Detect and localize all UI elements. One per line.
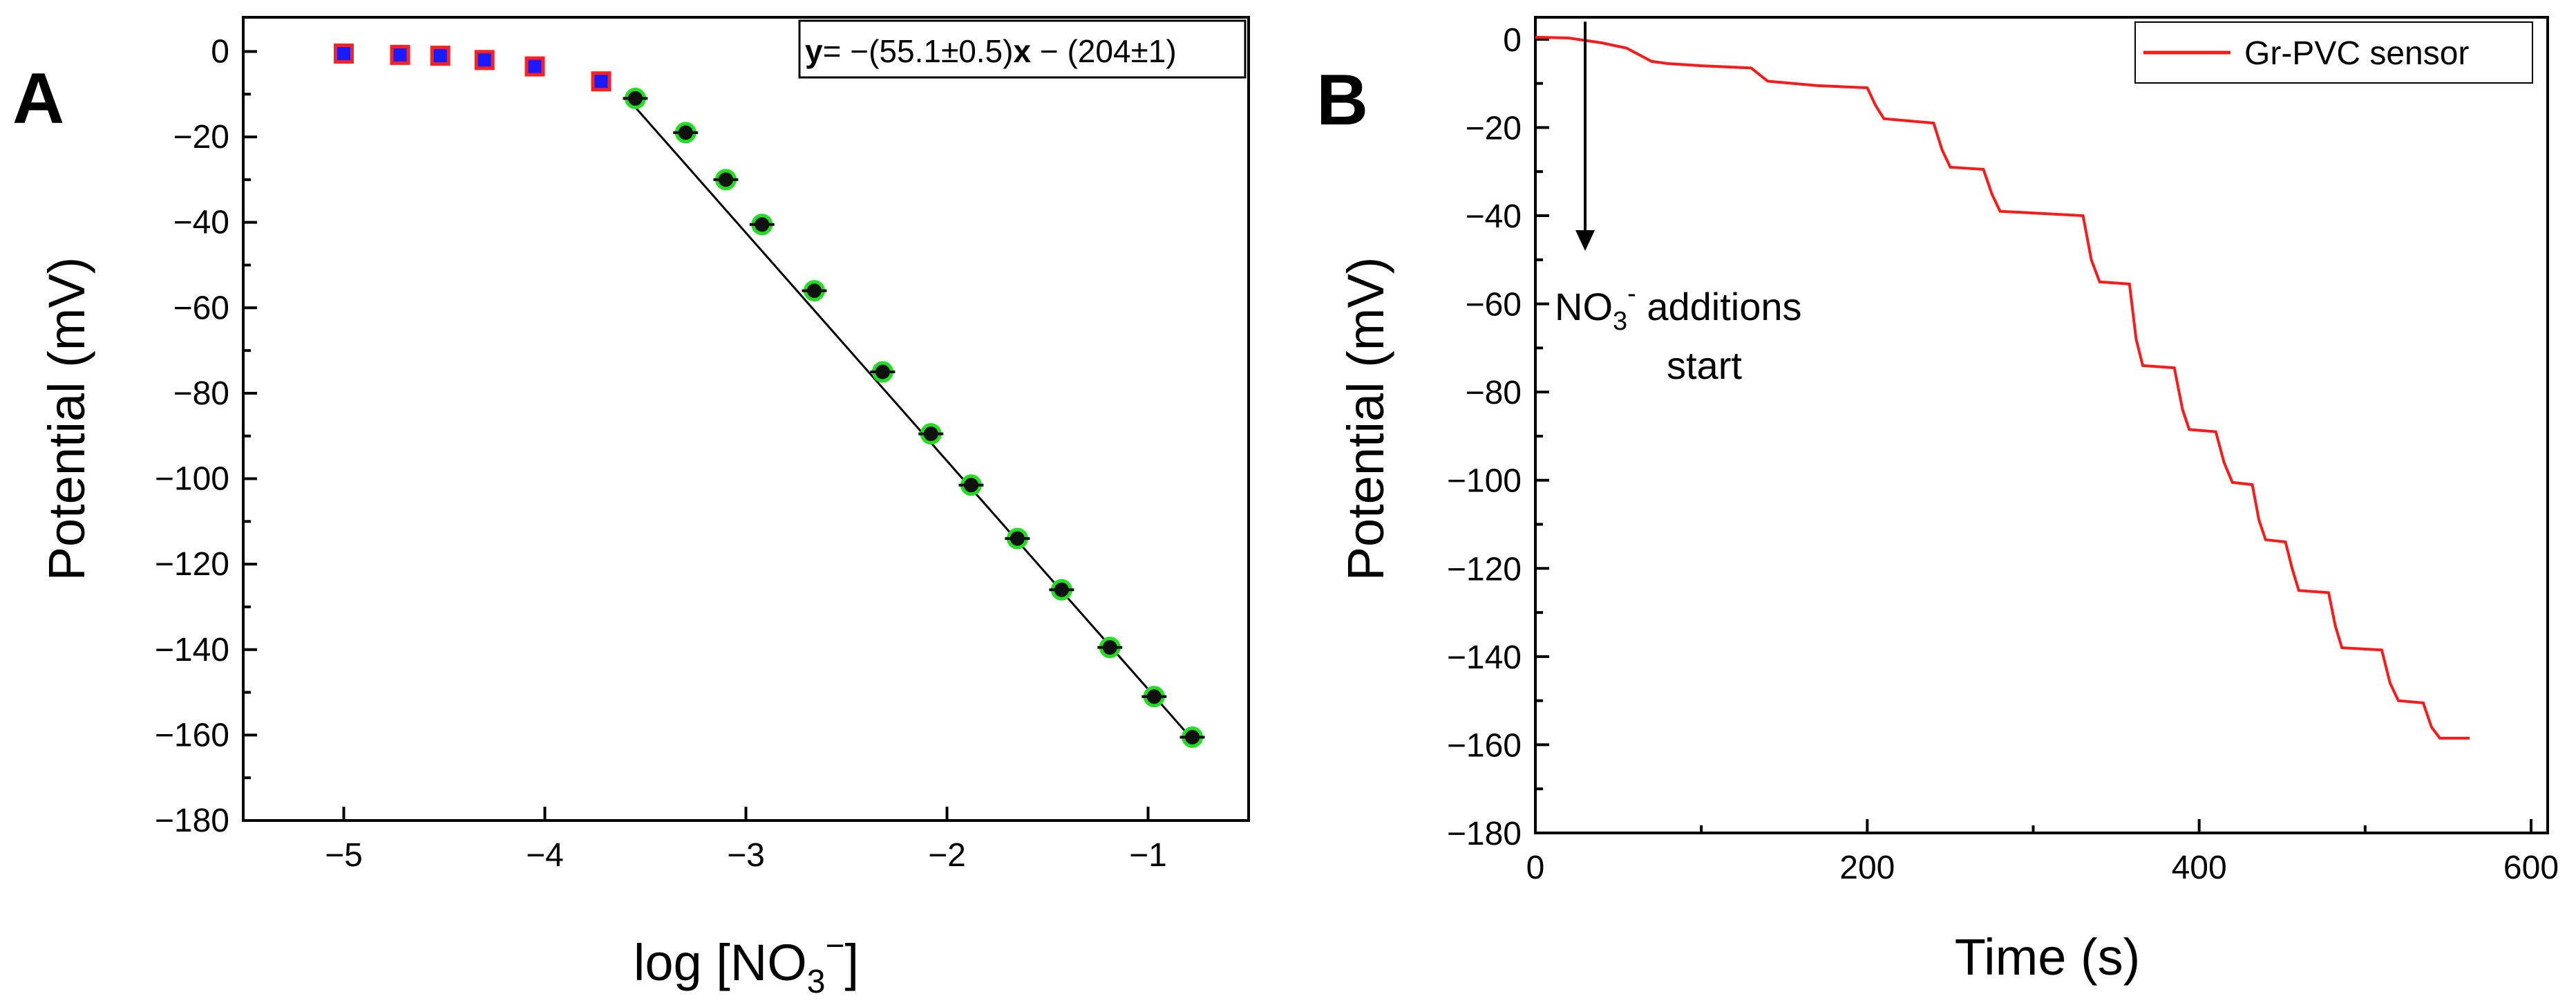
panel-a-y-tick-label: −60: [173, 290, 229, 326]
panel-a-x-tick-label: −1: [1129, 837, 1167, 874]
panel-b-y-tick-label: −160: [1447, 727, 1522, 764]
equation-box-frame: [798, 19, 1247, 79]
panel-b-y-tick-label: −140: [1447, 639, 1522, 676]
panel-b-plot: 0 −20 −40 −60 −80 −100 −120 −140 −160 −180 0 200 40…: [1337, 16, 2559, 986]
panel-a-x-tick-label: −3: [727, 837, 765, 874]
annotation-line-1: NO3- additions: [1555, 279, 1802, 336]
panel-a-y-tick-label: −140: [155, 632, 229, 668]
panel-b-y-tick-label: −20: [1466, 110, 1522, 147]
panel-label-b: B: [1316, 60, 1368, 140]
panel-a-square-marker: [524, 56, 545, 77]
panel-b-frame: [1534, 16, 2549, 834]
panel-a-y-tick-label: 0: [211, 33, 229, 70]
panel-a-y-tick-label: −180: [155, 803, 229, 839]
panel-b-x-tick-label: 200: [1839, 850, 1895, 886]
panel-a-equation-box: y= −(55.1±0.5)x − (204±1): [798, 19, 1247, 79]
panel-a-x-axis-title: log [NO3−]: [634, 928, 859, 1000]
panel-b-x-tick-label: 0: [1526, 850, 1545, 886]
panel-a-y-tick-label: −20: [173, 119, 229, 156]
panel-a-square-marker: [430, 46, 451, 66]
panel-a-y-tick-label: −100: [155, 461, 229, 498]
panel-b-x-tick-label: 600: [2503, 850, 2559, 886]
panel-a-y-axis-title: Potential (mV): [38, 257, 95, 581]
panel-b-x-ticks: 0 200 400 600: [1526, 819, 2559, 886]
panel-b-y-tick-label: −180: [1447, 816, 1522, 852]
equation-end: − (204±1): [1031, 33, 1177, 69]
panel-a-plot: 0 −20 −40 −60 −80 −100 −120 −140 −160 −180 −5 −4 −3…: [38, 16, 1250, 1000]
panel-a-x-tick-label: −5: [325, 837, 363, 874]
panel-label-a: A: [12, 59, 64, 139]
panel-b-y-tick-label: 0: [1503, 22, 1522, 59]
panel-b-y-tick-label: −100: [1447, 463, 1522, 500]
panel-a-square-marker: [390, 44, 410, 65]
annot-suffix: additions: [1636, 285, 1802, 328]
panel-b-x-axis-title: Time (s): [1955, 928, 2141, 986]
panel-a-x-ticks: −5 −4 −3 −2 −1: [325, 807, 1167, 874]
x-title-main: log [NO: [634, 934, 807, 991]
annot-sub: 3: [1613, 307, 1627, 336]
equation-text: y= −(55.1±0.5)x − (204±1): [805, 33, 1177, 69]
panel-b-y-tick-label: −60: [1466, 287, 1522, 324]
equation-x: x: [1013, 33, 1031, 69]
panel-a-square-marker: [591, 71, 612, 92]
panel-a-y-ticks: 0 −20 −40 −60 −80 −100 −120 −140 −160 −180: [155, 33, 257, 839]
equation-mid: = −(55.1±0.5): [823, 33, 1014, 69]
panel-a-square-marker: [474, 50, 495, 71]
x-title-end: ]: [845, 934, 860, 991]
panel-b-annotation: NO3- additions start: [1555, 21, 1802, 387]
panel-a-data-points: [334, 44, 1205, 748]
panel-a-square-marker: [334, 44, 354, 64]
annotation-line-2: start: [1667, 344, 1742, 387]
panel-a-y-tick-label: −40: [173, 205, 229, 241]
annotation-arrowhead: [1575, 230, 1595, 252]
panel-a-y-tick-label: −120: [155, 546, 229, 583]
panel-b-y-axis-title: Potential (mV): [1337, 257, 1394, 581]
panel-a-frame: [242, 16, 1250, 822]
panel-a-x-tick-label: −4: [526, 837, 564, 874]
equation-y: y: [805, 33, 823, 69]
x-title-sup: −: [825, 928, 844, 964]
panel-b-legend: Gr-PVC sensor: [2134, 21, 2533, 84]
panel-a-y-tick-label: −80: [173, 375, 229, 412]
panel-b-series-line: [1535, 35, 2470, 740]
annot-prefix: NO: [1555, 285, 1613, 328]
panel-b-x-tick-label: 400: [2172, 850, 2227, 886]
panel-a-y-tick-label: −160: [155, 717, 229, 753]
annot-sup: -: [1627, 279, 1636, 308]
panel-a-fit-line: [624, 95, 1193, 740]
legend-label: Gr-PVC sensor: [2244, 35, 2469, 72]
panel-b-y-tick-label: −120: [1447, 551, 1522, 588]
panel-a-x-tick-label: −2: [928, 837, 966, 874]
panel-b-y-tick-label: −80: [1466, 375, 1522, 411]
panel-b-y-tick-label: −40: [1466, 198, 1522, 235]
x-title-sub: 3: [807, 964, 826, 1000]
panel-b-y-ticks: 0 −20 −40 −60 −80 −100 −120 −140 −160 −180: [1447, 22, 1549, 852]
